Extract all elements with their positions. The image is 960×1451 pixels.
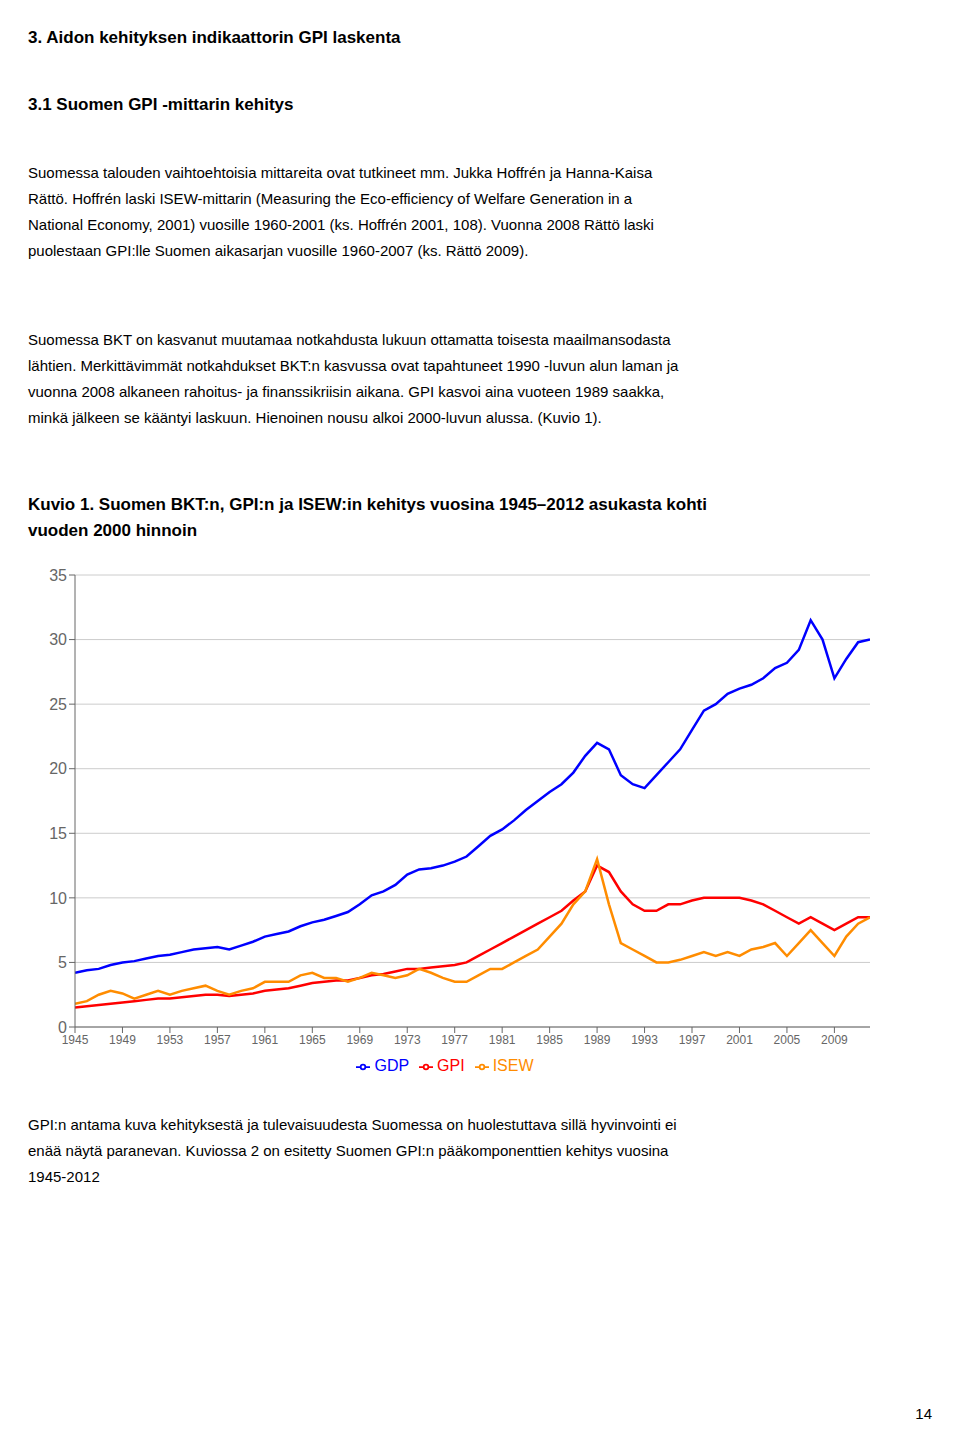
html-text:vuonna 2008 alkaneen rahoitus-: vuonna 2008 alkaneen rahoitus- ja finans… (28, 383, 665, 400)
html-text:minkä jälkeen se kääntyi lasku: minkä jälkeen se kääntyi laskuun. Hienoi… (28, 409, 602, 426)
html-text:GPI:n antama kuva kehityksestä: GPI:n antama kuva kehityksestä ja tuleva… (28, 1116, 677, 1133)
svg-text:10: 10 (49, 890, 67, 907)
html-text:14: 14 (915, 1405, 932, 1422)
html-text:lähtien. Merkittävimmät notkah: lähtien. Merkittävimmät notkahdukset BKT… (28, 357, 679, 374)
svg-text:1981: 1981 (489, 1033, 516, 1047)
svg-text:35: 35 (49, 567, 67, 584)
svg-text:1953: 1953 (157, 1033, 184, 1047)
html-text:GPI: GPI (437, 1057, 465, 1074)
svg-text:1993: 1993 (631, 1033, 658, 1047)
html-text:GDP: GDP (374, 1057, 410, 1074)
svg-text:1949: 1949 (109, 1033, 136, 1047)
svg-text:2009: 2009 (821, 1033, 848, 1047)
svg-text:1957: 1957 (204, 1033, 231, 1047)
html-text:puolestaan GPI:lle Suomen aika: puolestaan GPI:lle Suomen aikasarjan vuo… (28, 242, 529, 259)
svg-text:5: 5 (58, 954, 67, 971)
svg-text:15: 15 (49, 825, 67, 842)
html-text:Suomessa BKT on kasvanut muuta: Suomessa BKT on kasvanut muutamaa notkah… (28, 331, 671, 348)
svg-text:1945: 1945 (61, 1032, 89, 1047)
svg-text:1989: 1989 (584, 1033, 611, 1047)
svg-text:2001: 2001 (726, 1033, 753, 1047)
svg-text:1997: 1997 (679, 1033, 706, 1047)
html-text:Kuvio 1. Suomen BKT:n, GPI:n j: Kuvio 1. Suomen BKT:n, GPI:n ja ISEW:in … (28, 495, 707, 514)
svg-text:0: 0 (58, 1019, 67, 1036)
svg-text:1965: 1965 (299, 1033, 326, 1047)
html-text:enää näytä paranevan. Kuviossa: enää näytä paranevan. Kuviossa 2 on esit… (28, 1142, 669, 1159)
html-text:National Economy, 2001) vuosil: National Economy, 2001) vuosille 1960-20… (28, 216, 654, 233)
svg-text:1973: 1973 (394, 1033, 421, 1047)
svg-text:1961: 1961 (251, 1033, 278, 1047)
html-text:Rättö. Hoffrén laski ISEW-mitt: Rättö. Hoffrén laski ISEW-mittarin (Meas… (28, 190, 633, 207)
svg-text:20: 20 (49, 760, 67, 777)
html-text:Suomessa talouden vaihtoehtois: Suomessa talouden vaihtoehtoisia mittare… (28, 164, 653, 181)
svg-text:1985: 1985 (536, 1033, 563, 1047)
svg-text:1969: 1969 (346, 1033, 373, 1047)
svg-text:2005: 2005 (774, 1033, 801, 1047)
svg-text:25: 25 (49, 696, 67, 713)
html-text:3.1 Suomen GPI -mittarin kehit: 3.1 Suomen GPI -mittarin kehitys (28, 95, 294, 114)
html-text:ISEW: ISEW (492, 1057, 534, 1074)
svg-text:30: 30 (49, 631, 67, 648)
html-text:vuoden 2000 hinnoin: vuoden 2000 hinnoin (28, 521, 198, 540)
svg-text:1977: 1977 (441, 1033, 468, 1047)
html-text:3. Aidon kehityksen indikaatto: 3. Aidon kehityksen indikaattorin GPI la… (28, 28, 401, 47)
html-text:1945-2012: 1945-2012 (28, 1168, 100, 1185)
